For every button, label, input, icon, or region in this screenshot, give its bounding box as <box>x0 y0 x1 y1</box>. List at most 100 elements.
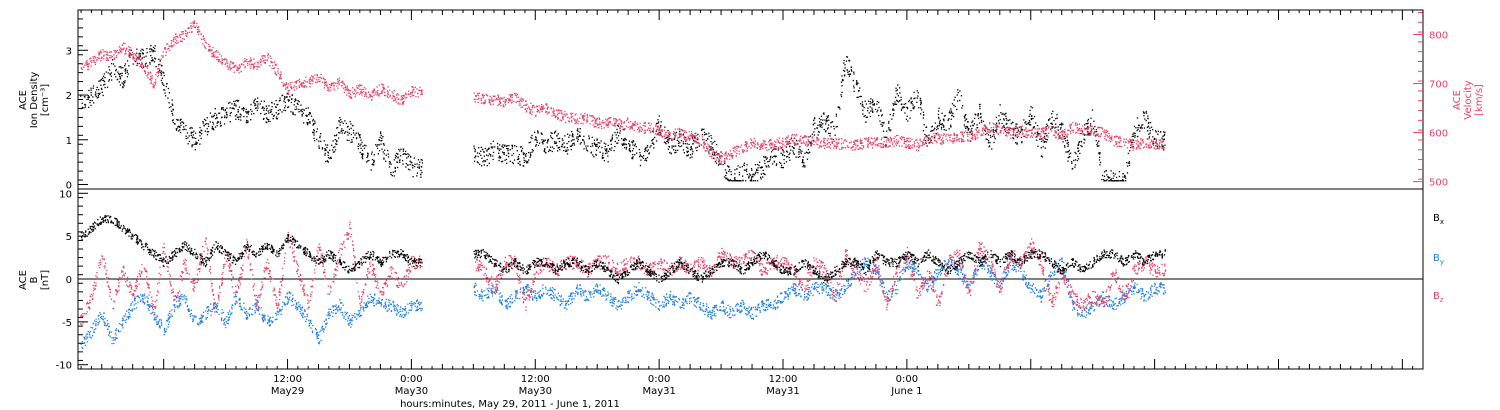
velocity-point <box>1057 132 1060 134</box>
velocity-point <box>132 54 134 56</box>
velocity-point <box>998 126 1000 128</box>
velocity-point <box>143 69 146 72</box>
velocity-point <box>489 95 491 98</box>
velocity-point <box>893 140 895 142</box>
density-point <box>1099 152 1101 154</box>
velocity-point <box>242 64 245 66</box>
velocity-point <box>100 51 102 53</box>
density-point <box>352 124 354 127</box>
density-point <box>1096 143 1098 146</box>
velocity-point <box>103 54 105 56</box>
density-point <box>80 95 82 97</box>
density-point <box>1046 139 1049 141</box>
velocity-point <box>181 31 183 33</box>
velocity-point <box>285 88 287 90</box>
density-point <box>844 70 846 72</box>
density-point <box>1068 156 1070 158</box>
density-point <box>409 169 411 171</box>
velocity-point <box>833 140 835 142</box>
velocity-point <box>270 57 272 59</box>
velocity-point <box>852 149 854 151</box>
velocity-point <box>891 143 894 146</box>
velocity-point <box>418 89 420 92</box>
velocity-point <box>897 141 899 143</box>
velocity-point <box>826 146 828 148</box>
density-point <box>910 97 912 99</box>
density-point <box>191 137 194 139</box>
velocity-point <box>869 142 871 144</box>
density-point <box>984 130 986 132</box>
velocity-point <box>1045 127 1047 129</box>
density-point <box>792 150 794 152</box>
velocity-point <box>734 146 736 148</box>
velocity-point <box>421 89 423 91</box>
density-point <box>830 126 832 128</box>
velocity-point <box>541 110 543 113</box>
density-point <box>502 146 504 149</box>
velocity-point <box>541 104 543 106</box>
density-point <box>1016 136 1018 139</box>
velocity-point <box>983 132 985 134</box>
velocity-point <box>373 88 375 91</box>
velocity-point <box>288 93 290 95</box>
density-point <box>504 159 506 161</box>
velocity-point <box>349 95 351 98</box>
density-point <box>848 75 851 77</box>
velocity-point <box>338 77 340 79</box>
velocity-point <box>1003 132 1005 134</box>
density-point <box>474 150 476 153</box>
velocity-point <box>938 138 941 140</box>
density-point <box>516 158 519 161</box>
density-point <box>1046 125 1049 127</box>
velocity-point <box>334 82 337 84</box>
density-point <box>140 50 142 52</box>
density-point <box>939 123 941 125</box>
velocity-point <box>610 117 612 119</box>
density-point <box>344 132 346 134</box>
density-point <box>229 101 231 104</box>
velocity-point <box>589 114 591 117</box>
velocity-point <box>774 140 776 142</box>
velocity-point <box>674 135 677 137</box>
velocity-point <box>1025 133 1027 135</box>
velocity-point <box>950 140 952 142</box>
velocity-point <box>826 139 828 142</box>
velocity-point <box>267 53 269 56</box>
velocity-point <box>859 140 861 142</box>
velocity-point <box>216 56 218 58</box>
density-point <box>168 92 171 94</box>
velocity-point <box>419 86 421 89</box>
velocity-point <box>489 102 491 104</box>
density-point <box>751 180 753 182</box>
density-point <box>1003 126 1006 128</box>
density-point <box>167 97 169 99</box>
density-point <box>1056 114 1058 116</box>
density-point <box>1051 127 1053 129</box>
density-point <box>880 110 882 112</box>
density-point <box>943 115 946 117</box>
velocity-point <box>1055 132 1057 134</box>
density-point <box>677 149 679 151</box>
density-point <box>596 143 598 146</box>
density-point <box>891 118 893 120</box>
velocity-point <box>683 131 686 133</box>
velocity-point <box>387 91 389 93</box>
velocity-point <box>539 107 541 110</box>
density-point <box>407 153 409 155</box>
velocity-point <box>824 137 826 140</box>
velocity-point <box>989 130 991 132</box>
velocity-point <box>873 142 875 145</box>
velocity-point <box>604 121 606 123</box>
density-point <box>246 122 248 124</box>
density-point <box>254 103 256 105</box>
velocity-point <box>853 144 855 146</box>
velocity-point <box>953 134 955 136</box>
velocity-point <box>896 134 898 137</box>
velocity-point <box>619 126 621 128</box>
density-point <box>100 78 102 81</box>
density-point <box>819 126 821 128</box>
density-point <box>667 142 670 144</box>
velocity-point <box>855 144 857 146</box>
density-point <box>555 141 557 143</box>
density-point <box>502 144 504 146</box>
